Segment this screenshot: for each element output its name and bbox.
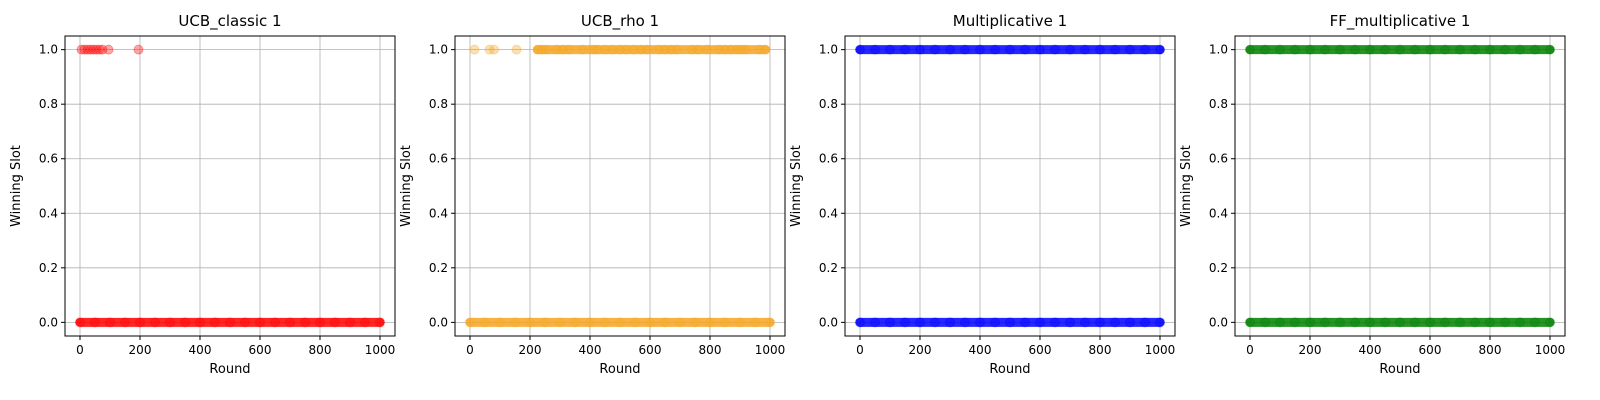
y-tick-label: 0.0 <box>39 315 58 329</box>
y-tick-label: 0.2 <box>39 261 58 275</box>
data-point <box>79 44 90 55</box>
data-point <box>88 44 99 55</box>
y-tick-label: 0.8 <box>39 97 58 111</box>
y-axis-label: Winning Slot <box>789 145 804 227</box>
axes-frame <box>1234 35 1566 337</box>
x-tick-label: 400 <box>969 343 992 357</box>
x-tick-label: 600 <box>249 343 272 357</box>
chart-title: Multiplicative 1 <box>953 12 1067 30</box>
x-tick-label: 400 <box>189 343 212 357</box>
x-tick-label: 200 <box>1299 343 1322 357</box>
x-tick-label: 600 <box>1419 343 1442 357</box>
x-tick-label: 600 <box>1029 343 1052 357</box>
y-tick-label: 0.2 <box>1209 261 1228 275</box>
x-tick-label: 0 <box>466 343 474 357</box>
data-point <box>489 44 499 55</box>
series-1 <box>1245 44 1555 328</box>
data-point <box>76 44 87 55</box>
chart-panel-2: 0 200 400 600 800 1000 0.0 0.2 0.4 0.6 0.8 1.0 UCB_r… <box>399 12 786 377</box>
y-tick-label: 0.0 <box>819 315 838 329</box>
chart-panel-4: 0 200 400 600 800 1000 0.0 0.2 0.4 0.6 0.8 1.0 FF_mu… <box>1179 12 1566 377</box>
x-tick-label: 400 <box>1359 343 1382 357</box>
x-tick-label: 800 <box>309 343 332 357</box>
y-tick-label: 1.0 <box>429 43 448 57</box>
y-tick-label: 0.6 <box>429 152 448 166</box>
y-tick-label: 0.4 <box>1209 206 1228 220</box>
y-tick-label: 0.8 <box>819 97 838 111</box>
x-tick-label: 200 <box>129 343 152 357</box>
data-point <box>91 44 102 55</box>
data-point <box>82 44 93 55</box>
y-tick-label: 0.4 <box>429 206 448 220</box>
chart-title: UCB_classic 1 <box>178 12 281 31</box>
x-tick-label: 1000 <box>1535 343 1566 357</box>
y-tick-label: 0.4 <box>819 206 838 220</box>
x-tick-label: 1000 <box>365 343 396 357</box>
y-tick-label: 0.6 <box>39 152 58 166</box>
data-point <box>511 44 522 55</box>
y-tick-label: 1.0 <box>39 43 58 57</box>
y-tick-label: 0.8 <box>1209 97 1228 111</box>
x-tick-label: 600 <box>639 343 662 357</box>
data-point <box>94 44 105 55</box>
axes-frame <box>454 35 786 337</box>
chart-title: FF_multiplicative 1 <box>1330 12 1471 31</box>
y-tick-label: 1.0 <box>819 43 838 57</box>
y-tick-label: 0.6 <box>819 152 838 166</box>
y-tick-label: 0.6 <box>1209 152 1228 166</box>
axes-frame <box>64 35 396 337</box>
x-axis-label: Round <box>989 362 1030 377</box>
x-axis-label: Round <box>209 362 250 377</box>
x-tick-label: 0 <box>1246 343 1254 357</box>
y-axis-label: Winning Slot <box>1179 145 1194 227</box>
series-1 <box>75 44 385 328</box>
y-tick-label: 0.2 <box>819 261 838 275</box>
axes-frame <box>844 35 1176 337</box>
x-tick-label: 1000 <box>1145 343 1176 357</box>
data-point <box>97 44 108 55</box>
series-1 <box>465 44 775 328</box>
y-axis-label: Winning Slot <box>9 145 24 227</box>
y-tick-label: 1.0 <box>1209 43 1228 57</box>
series-1 <box>855 44 1165 328</box>
chart-panel-1: 0 200 400 600 800 1000 0.0 0.2 0.4 0.6 0.8 1.0 UCB_c… <box>9 12 396 377</box>
chart-title: UCB_rho 1 <box>581 12 659 31</box>
x-axis-label: Round <box>599 362 640 377</box>
data-point <box>484 44 495 55</box>
x-tick-label: 1000 <box>755 343 786 357</box>
y-axis-label: Winning Slot <box>399 145 414 227</box>
x-tick-label: 0 <box>856 343 864 357</box>
chart-panel-3: 0 200 400 600 800 1000 0.0 0.2 0.4 0.6 0.8 1.0 Multi… <box>789 12 1176 377</box>
data-point <box>469 44 480 55</box>
x-tick-label: 800 <box>699 343 722 357</box>
y-tick-label: 0.0 <box>429 315 448 329</box>
y-tick-label: 0.4 <box>39 206 58 220</box>
x-axis-label: Round <box>1379 362 1420 377</box>
data-point <box>133 44 144 55</box>
y-tick-label: 0.2 <box>429 261 448 275</box>
data-point <box>85 44 96 55</box>
y-tick-label: 0.8 <box>429 97 448 111</box>
data-point <box>103 44 114 55</box>
x-tick-label: 0 <box>76 343 84 357</box>
x-tick-label: 200 <box>519 343 542 357</box>
x-tick-label: 800 <box>1479 343 1502 357</box>
x-tick-label: 400 <box>579 343 602 357</box>
x-tick-label: 200 <box>909 343 932 357</box>
x-tick-label: 800 <box>1089 343 1112 357</box>
y-tick-label: 0.0 <box>1209 315 1228 329</box>
